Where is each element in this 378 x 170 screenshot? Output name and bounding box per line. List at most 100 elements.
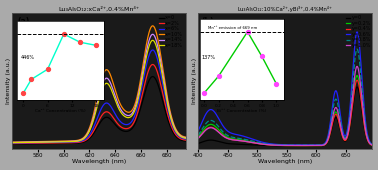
x=2%: [141, 90, 146, 92]
x=6%: [126, 123, 130, 125]
y=0.4%: [346, 132, 351, 134]
x=0: [10, 143, 14, 145]
y=1.0%: [346, 129, 351, 131]
y=1.0%: [196, 137, 200, 139]
y=0.2%: [297, 144, 302, 147]
y=0.4%: [302, 145, 306, 147]
x=0: [112, 123, 117, 125]
y=0.8%: [355, 48, 359, 50]
x=2%: [10, 142, 14, 144]
y=0.2%: [346, 131, 351, 133]
Line: y=0: y=0: [198, 87, 372, 146]
x=6%: [54, 141, 59, 143]
y=0.8%: [302, 144, 306, 146]
x=10%: [88, 123, 93, 125]
x=0: [88, 136, 93, 138]
x=18%: [184, 137, 189, 139]
x=10%: [126, 111, 130, 113]
Line: y=0.6%: y=0.6%: [198, 32, 372, 145]
x=18%: [54, 141, 59, 143]
y=1.0%: [302, 144, 306, 147]
x=2%: [126, 127, 130, 129]
x=10%: [112, 87, 117, 89]
x=10%: [54, 140, 59, 142]
x=14%: [126, 115, 130, 117]
y=0.6%: [370, 143, 375, 145]
y=0.8%: [207, 120, 211, 122]
y=0.4%: [196, 137, 200, 139]
x=14%: [184, 137, 189, 139]
x=2%: [40, 142, 45, 144]
x=2%: [88, 134, 93, 137]
y=0: [196, 142, 200, 144]
x=18%: [141, 73, 146, 75]
x=6%: [40, 142, 45, 144]
y=0.4%: [297, 145, 302, 147]
y=0: [307, 145, 311, 147]
x=6%: [88, 132, 93, 134]
y=1.0%: [312, 144, 316, 147]
y=1.0%: [307, 144, 311, 147]
x=6%: [112, 112, 117, 114]
Title: Lu₃Al₅O₁₂:xCa²⁺,0.4%Mn⁴⁺: Lu₃Al₅O₁₂:xCa²⁺,0.4%Mn⁴⁺: [59, 6, 139, 12]
y=0.6%: [302, 144, 306, 146]
X-axis label: Wavelength (nm): Wavelength (nm): [258, 159, 313, 164]
x=2%: [150, 63, 155, 65]
y=0.8%: [312, 144, 316, 146]
Line: y=1.0%: y=1.0%: [198, 66, 372, 146]
y=0.6%: [312, 144, 316, 146]
x=10%: [141, 63, 146, 65]
y=0.4%: [207, 127, 211, 129]
x=6%: [184, 138, 189, 140]
Y-axis label: Intensity (a.u.): Intensity (a.u.): [192, 58, 197, 104]
Text: (a): (a): [17, 17, 29, 26]
x=14%: [88, 125, 93, 128]
x=14%: [54, 141, 59, 143]
x=2%: [184, 139, 189, 141]
Y-axis label: Intensity (a.u.): Intensity (a.u.): [6, 58, 11, 104]
y=0.2%: [328, 130, 333, 132]
y=0.4%: [307, 145, 311, 147]
x=6%: [10, 142, 14, 144]
y=0: [328, 132, 333, 134]
x=18%: [150, 39, 155, 41]
y=0.4%: [328, 131, 333, 133]
x=0: [54, 142, 59, 144]
Line: y=0.2%: y=0.2%: [198, 75, 372, 146]
y=0.2%: [370, 144, 375, 146]
y=0: [311, 145, 316, 147]
x=2%: [54, 142, 59, 144]
x=10%: [40, 141, 45, 143]
x=0: [141, 98, 146, 100]
Legend: x=0, x=2%, x=6%, x=10%, x=14%, x=18%: x=0, x=2%, x=6%, x=10%, x=14%, x=18%: [158, 14, 184, 49]
y=0.8%: [307, 144, 311, 146]
y=0: [207, 139, 211, 141]
y=1.0%: [370, 144, 375, 146]
y=0.8%: [328, 124, 333, 126]
y=0.6%: [307, 144, 311, 146]
y=1.0%: [297, 144, 302, 147]
x=0: [184, 140, 189, 142]
x=18%: [10, 142, 14, 144]
Legend: y=0, y=0.2%, y=0.4%, y=0.6%, y=0.8%, y=1.0%: y=0, y=0.2%, y=0.4%, y=0.6%, y=0.8%, y=1…: [345, 14, 372, 49]
y=0.2%: [307, 144, 311, 147]
x=14%: [10, 141, 14, 143]
y=0.6%: [196, 130, 200, 132]
y=0.2%: [302, 144, 306, 147]
Line: x=0: x=0: [12, 76, 186, 144]
y=0.6%: [346, 122, 351, 124]
x=14%: [40, 141, 45, 143]
y=0.4%: [312, 145, 316, 147]
x=10%: [150, 25, 155, 27]
Line: x=6%: x=6%: [12, 50, 186, 143]
y=0.2%: [196, 136, 200, 138]
y=0: [370, 144, 375, 147]
x=0: [126, 130, 130, 132]
y=0.8%: [196, 134, 200, 136]
y=0.2%: [312, 144, 316, 147]
y=0.6%: [297, 144, 302, 146]
x=6%: [141, 80, 146, 82]
x=18%: [40, 141, 45, 143]
y=0: [346, 133, 351, 135]
x=2%: [112, 119, 117, 121]
